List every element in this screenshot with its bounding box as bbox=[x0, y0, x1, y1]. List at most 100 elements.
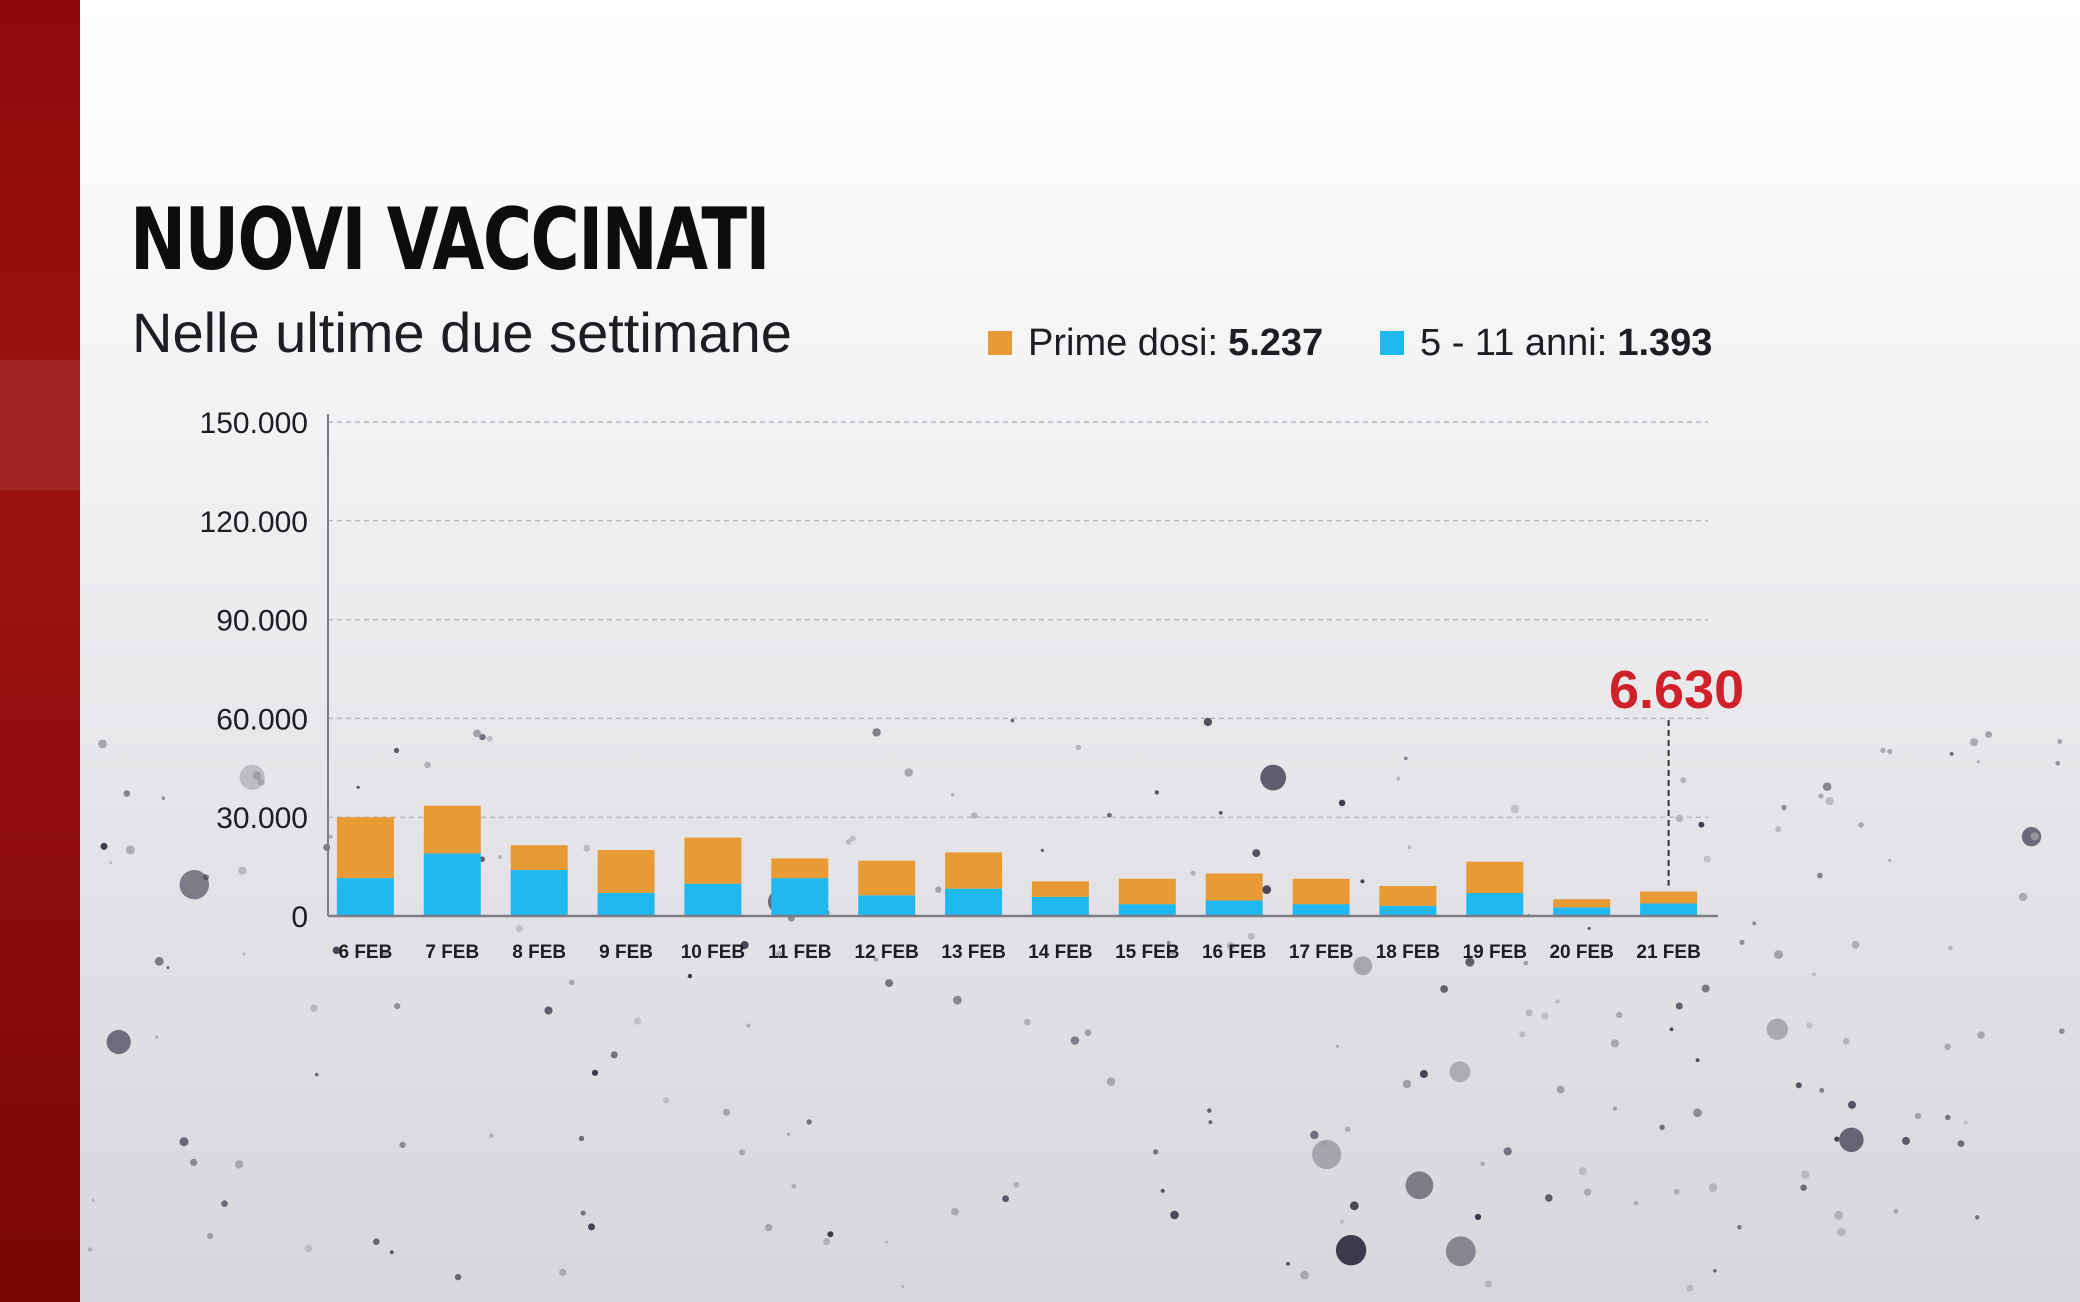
background-dot bbox=[1419, 1070, 1428, 1078]
bar-5-11-anni bbox=[336, 878, 394, 916]
background-dot bbox=[1247, 932, 1255, 940]
legend-swatch-5-11-anni bbox=[1380, 331, 1404, 355]
legend-swatch-prime-dosi bbox=[988, 331, 1012, 355]
background-dot bbox=[1766, 1018, 1789, 1040]
background-dot bbox=[252, 771, 262, 780]
x-tick-label: 12 FEB bbox=[854, 942, 918, 963]
background-dot bbox=[953, 995, 962, 1005]
background-dot bbox=[1405, 1171, 1434, 1200]
background-dot bbox=[1402, 1079, 1412, 1089]
bar-prime-dosi bbox=[423, 805, 481, 854]
bar-5-11-anni bbox=[1553, 907, 1611, 916]
background-dot bbox=[1880, 747, 1886, 753]
bar-5-11-anni bbox=[597, 892, 655, 916]
bar-prime-dosi bbox=[1640, 891, 1698, 904]
background-dot bbox=[1975, 1215, 1980, 1220]
bar-prime-dosi bbox=[1292, 878, 1350, 905]
background-dot bbox=[234, 1160, 244, 1169]
background-dot bbox=[1675, 1002, 1683, 1010]
background-dot bbox=[544, 1006, 553, 1015]
bar-5-11-anni bbox=[858, 895, 916, 916]
background-dot bbox=[1837, 1227, 1846, 1237]
bar-5-11-anni bbox=[1292, 904, 1350, 916]
x-tick-label: 8 FEB bbox=[512, 942, 566, 963]
background-dot bbox=[1680, 777, 1687, 784]
legend-value-5-11-anni: 1.393 bbox=[1617, 321, 1713, 364]
background-dot bbox=[1262, 885, 1272, 894]
bar-5-11-anni bbox=[1205, 900, 1263, 916]
background-dot bbox=[1445, 1236, 1476, 1267]
background-dot bbox=[583, 844, 591, 852]
background-dot bbox=[1002, 1195, 1009, 1203]
background-dot bbox=[1818, 793, 1824, 799]
background-dot bbox=[2057, 739, 2063, 744]
bar-prime-dosi bbox=[771, 858, 829, 879]
background-dot bbox=[1610, 1039, 1619, 1048]
bar-prime-dosi bbox=[336, 817, 394, 879]
background-dot bbox=[1686, 1284, 1694, 1292]
background-dot bbox=[166, 966, 170, 970]
background-dot bbox=[310, 1004, 318, 1012]
background-dot bbox=[2018, 892, 2028, 902]
background-dot bbox=[951, 793, 955, 797]
background-dot bbox=[806, 1119, 812, 1125]
background-dot bbox=[1503, 1147, 1512, 1156]
background-dot bbox=[1945, 1114, 1951, 1121]
x-tick-label: 7 FEB bbox=[425, 942, 479, 963]
background-dot bbox=[242, 952, 246, 956]
x-tick-label: 10 FEB bbox=[681, 942, 745, 963]
background-dot bbox=[1739, 939, 1745, 945]
background-dot bbox=[1701, 984, 1710, 993]
background-dot bbox=[1474, 1213, 1482, 1220]
background-dot bbox=[2030, 832, 2039, 841]
background-dot bbox=[381, 949, 389, 957]
bar-prime-dosi bbox=[1466, 861, 1524, 893]
background-dot bbox=[454, 1273, 462, 1281]
background-dot bbox=[1510, 804, 1520, 814]
bar-5-11-anni bbox=[684, 883, 742, 916]
background-dot bbox=[373, 1238, 380, 1245]
background-dot bbox=[1010, 718, 1015, 723]
background-dot bbox=[591, 1069, 599, 1076]
background-dot bbox=[1340, 1219, 1345, 1224]
background-dot bbox=[823, 1238, 831, 1246]
background-dot bbox=[1360, 879, 1365, 884]
background-dot bbox=[1153, 1149, 1159, 1155]
background-dot bbox=[1587, 926, 1591, 931]
background-dot bbox=[1977, 1031, 1985, 1039]
background-dot bbox=[1300, 1270, 1309, 1280]
background-dot bbox=[873, 957, 878, 962]
bar-prime-dosi bbox=[510, 845, 568, 870]
bar-prime-dosi bbox=[1205, 873, 1263, 901]
background-dot bbox=[1166, 940, 1171, 945]
background-dot bbox=[155, 1035, 159, 1039]
background-dot bbox=[190, 1158, 198, 1166]
y-tick-label: 30.000 bbox=[216, 802, 308, 835]
bar-5-11-anni bbox=[1466, 892, 1524, 916]
background-dot bbox=[1203, 717, 1213, 727]
x-axis-tick-labels: 6 FEB 7 FEB 8 FEB 9 FEB 10 FEB 11 FEB 12 FEB 13… bbox=[338, 942, 1700, 963]
background-dot bbox=[125, 845, 135, 855]
background-dot bbox=[1673, 1189, 1680, 1195]
background-dot bbox=[776, 951, 783, 957]
background-dot bbox=[161, 796, 166, 800]
y-tick-label: 60.000 bbox=[216, 703, 308, 736]
background-dot bbox=[1349, 1201, 1359, 1211]
background-dot bbox=[1584, 1188, 1592, 1196]
bar-5-11-anni bbox=[1118, 904, 1176, 916]
background-dot bbox=[1848, 1100, 1856, 1109]
background-dot bbox=[1449, 1061, 1471, 1083]
background-dot bbox=[588, 1223, 595, 1231]
bar-5-11-anni bbox=[423, 853, 481, 916]
background-dot bbox=[1698, 821, 1705, 828]
background-dot bbox=[578, 1135, 585, 1142]
background-dot bbox=[1396, 776, 1401, 781]
background-dot bbox=[1888, 858, 1892, 863]
background-dot bbox=[1822, 782, 1832, 791]
background-dot bbox=[1839, 1127, 1864, 1153]
bar-prime-dosi bbox=[1031, 881, 1089, 897]
background-dot bbox=[1834, 1136, 1840, 1142]
background-dot bbox=[1338, 799, 1346, 807]
background-dot bbox=[207, 1232, 214, 1240]
